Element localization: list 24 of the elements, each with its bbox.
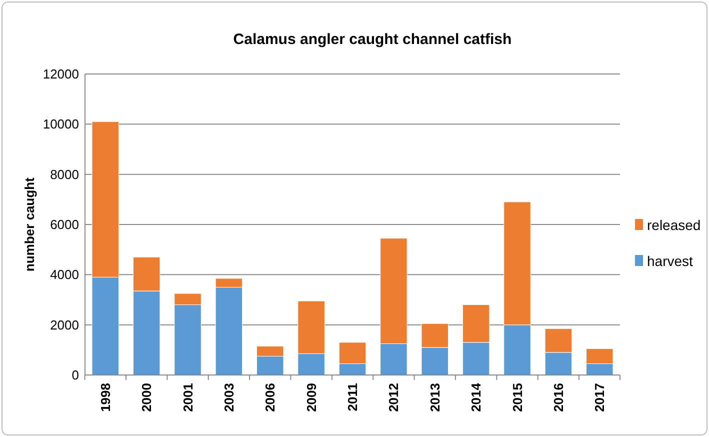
y-tick-label: 4000 bbox=[50, 267, 79, 282]
y-tick-label: 0 bbox=[72, 368, 79, 383]
legend-label: harvest bbox=[647, 252, 694, 269]
y-tick-label: 12000 bbox=[42, 66, 79, 82]
x-tick-label: 2016 bbox=[550, 383, 566, 412]
x-tick-label: 2003 bbox=[221, 383, 236, 412]
x-tick-label: 2017 bbox=[592, 383, 608, 412]
y-axis-title: number caught bbox=[22, 176, 37, 272]
x-tick-label: 2015 bbox=[510, 383, 525, 412]
y-tick-label: 8000 bbox=[50, 166, 79, 182]
y-tick-label: 10000 bbox=[42, 116, 79, 132]
x-tick-label: 2013 bbox=[427, 383, 442, 412]
legend-label: released bbox=[647, 216, 701, 233]
x-tick-label: 2014 bbox=[468, 382, 484, 412]
chart-title: Calamus angler caught channel catfish bbox=[233, 31, 512, 48]
x-tick-label: 1998 bbox=[98, 383, 113, 412]
x-tick-label: 2012 bbox=[386, 383, 402, 412]
x-tick-label: 2011 bbox=[345, 383, 360, 412]
x-tick-label: 2009 bbox=[304, 383, 319, 412]
x-tick-label: 2001 bbox=[180, 383, 196, 412]
x-tick-label: 2006 bbox=[262, 383, 278, 412]
x-tick-label: 2000 bbox=[139, 383, 154, 412]
y-tick-label: 6000 bbox=[50, 217, 79, 232]
y-tick-label: 2000 bbox=[50, 317, 79, 332]
